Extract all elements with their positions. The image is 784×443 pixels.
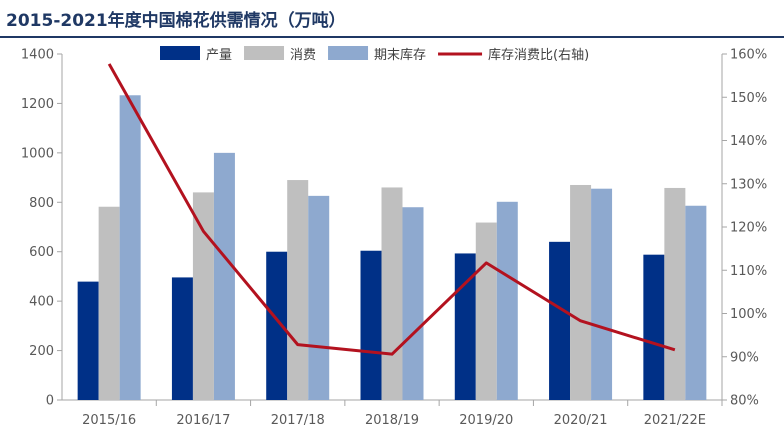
bar xyxy=(643,254,665,400)
bar xyxy=(308,195,330,400)
left-tick-label: 1400 xyxy=(21,48,54,63)
x-tick-label: 2017/18 xyxy=(271,413,325,428)
left-tick-label: 200 xyxy=(29,344,54,359)
right-axis: 80% 90% 100% 110% 120% 130% 140% 150% 160% xyxy=(721,48,767,409)
bar xyxy=(213,152,235,400)
right-tick-label: 120% xyxy=(730,221,767,236)
right-tick-label: 140% xyxy=(730,134,767,149)
right-tick-label: 150% xyxy=(730,91,767,106)
bar xyxy=(77,281,99,400)
bar xyxy=(685,205,707,400)
legend-swatch xyxy=(328,46,369,60)
bar xyxy=(287,180,309,400)
bar xyxy=(549,241,571,400)
bar xyxy=(570,184,592,400)
left-tick-label: 400 xyxy=(29,295,54,310)
bar xyxy=(119,95,141,400)
right-tick-label: 160% xyxy=(730,48,767,63)
bar xyxy=(496,201,518,400)
x-tick-label: 2019/20 xyxy=(459,413,513,428)
bar xyxy=(402,207,424,400)
bar xyxy=(98,206,120,400)
right-tick-label: 100% xyxy=(730,307,767,322)
left-tick-label: 1200 xyxy=(21,97,54,112)
legend: 产量 消费 期末库存 库存消费比(右轴) xyxy=(160,46,589,63)
bar xyxy=(360,250,382,400)
bar xyxy=(591,188,613,400)
bar xyxy=(266,251,288,400)
legend-label: 库存消费比(右轴) xyxy=(488,47,589,63)
x-tick-label: 2015/16 xyxy=(82,413,136,428)
left-axis: 0 200 400 600 800 1000 1200 1400 xyxy=(21,48,63,409)
x-axis: 2015/16 2016/17 2017/18 2018/19 2019/20 2020/… xyxy=(62,399,723,428)
ratio-line xyxy=(107,63,676,356)
bar xyxy=(171,277,193,400)
x-tick-label: 2021/22E xyxy=(644,413,706,428)
chart-title: 2015-2021年度中国棉花供需情况（万吨） xyxy=(6,11,346,31)
bar xyxy=(475,222,497,400)
bar xyxy=(664,187,686,400)
legend-swatch xyxy=(244,46,285,60)
left-tick-label: 800 xyxy=(29,196,54,211)
left-tick-label: 600 xyxy=(29,245,54,260)
legend-swatch xyxy=(160,46,200,60)
bar xyxy=(192,192,214,400)
x-tick-label: 2018/19 xyxy=(365,413,419,428)
right-tick-label: 80% xyxy=(730,394,759,409)
x-tick-label: 2020/21 xyxy=(554,413,608,428)
legend-label: 期末库存 xyxy=(374,47,426,63)
legend-label: 产量 xyxy=(206,48,232,63)
right-tick-label: 110% xyxy=(730,264,767,279)
left-tick-label: 0 xyxy=(46,394,54,409)
x-tick-label: 2016/17 xyxy=(176,413,230,428)
title-underline xyxy=(0,36,784,38)
bar xyxy=(381,187,403,400)
right-tick-label: 90% xyxy=(730,350,759,365)
left-tick-label: 1000 xyxy=(21,146,54,161)
legend-label: 消费 xyxy=(290,48,316,63)
right-tick-label: 130% xyxy=(730,177,767,192)
